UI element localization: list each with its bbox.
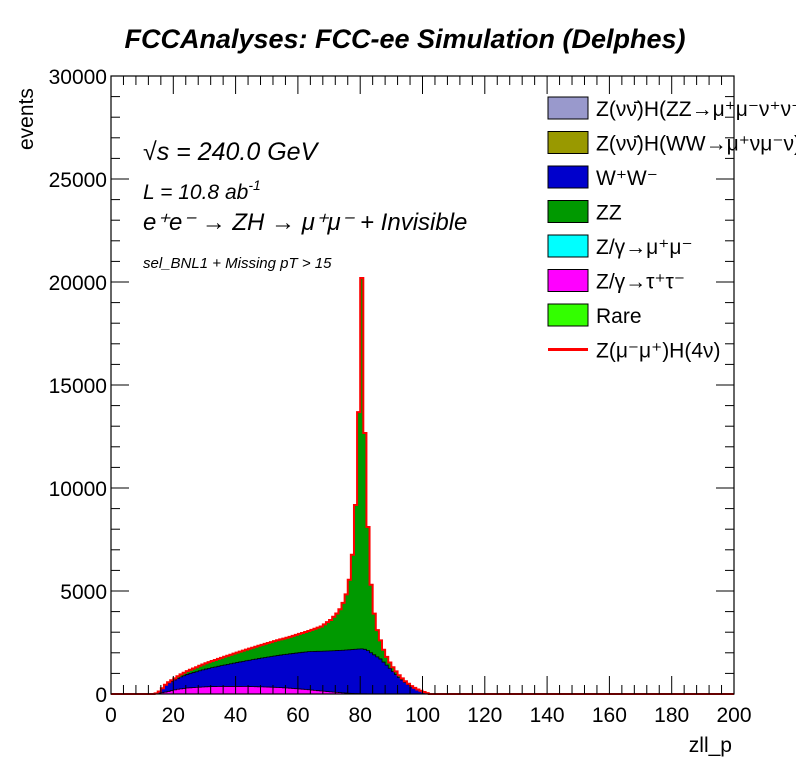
- annotation-block: √s = 240.0 GeV L = 10.8 ab-1 e⁺e⁻ → ZH →…: [143, 138, 467, 272]
- legend-label: Z/γ→τ⁺τ⁻: [596, 271, 685, 294]
- legend-swatch: [547, 234, 589, 258]
- legend-label: W⁺W⁻: [596, 167, 658, 190]
- x-axis-label: zll_p: [689, 734, 732, 757]
- x-tick-label: 120: [467, 704, 502, 727]
- x-tick-label: 80: [349, 704, 372, 727]
- y-tick-label: 5000: [60, 581, 107, 604]
- process-label: e⁺e⁻ → ZH → μ⁺μ⁻ + Invisible: [143, 209, 467, 236]
- series-W⁺W⁻-area: [142, 648, 442, 695]
- x-tick-label: 200: [716, 704, 751, 727]
- x-tick-label: 60: [286, 704, 309, 727]
- sqrt-s-value: = 240.0 GeV: [169, 138, 319, 166]
- svg-text:√s = 240.0 GeV: √s = 240.0 GeV: [143, 138, 320, 166]
- legend-label: Z/γ→μ⁺μ⁻: [596, 236, 693, 259]
- x-tick-label: 160: [592, 704, 627, 727]
- chart-title: FCCAnalyses: FCC-ee Simulation (Delphes): [124, 24, 685, 54]
- legend-swatch: [547, 165, 589, 189]
- legend-label: Z(νν̄)H(WW→μ⁺νμ⁻ν): [596, 133, 796, 156]
- series-signal-line: [111, 277, 734, 695]
- axis-ticks: 0 20 40 60 80 100 120 140 160 180 200 0 5000 10000 150…: [49, 66, 752, 727]
- legend-swatch: [547, 131, 589, 154]
- legend-swatch: [547, 96, 589, 120]
- y-tick-label: 25000: [49, 169, 107, 192]
- series-ZZ-area: [142, 277, 442, 695]
- legend-label: Rare: [596, 305, 642, 328]
- legend-swatch: [547, 200, 589, 223]
- y-tick-label: 10000: [49, 478, 107, 501]
- x-tick-label: 40: [224, 704, 247, 727]
- y-tick-label: 15000: [49, 375, 107, 398]
- legend-swatch: [547, 303, 589, 327]
- stacked-histogram: [111, 277, 734, 695]
- y-tick-label: 30000: [49, 66, 107, 89]
- x-tick-label: 20: [162, 704, 185, 727]
- legend-label: Z(νν̄)H(ZZ→μ⁺μ⁻ν⁺ν⁻): [596, 98, 796, 121]
- x-tick-label: 180: [654, 704, 689, 727]
- legend-label: Z(μ⁻μ⁺)H(4ν): [596, 340, 721, 363]
- lumi-label: L = 10.8 ab: [143, 181, 249, 204]
- lumi-exponent: -1: [248, 177, 260, 193]
- legend-label: ZZ: [596, 202, 622, 225]
- y-axis-label: events: [15, 88, 38, 150]
- svg-text:L = 10.8 ab-1: L = 10.8 ab-1: [143, 177, 261, 204]
- legend-swatch: [547, 269, 589, 292]
- x-tick-label: 0: [105, 704, 117, 727]
- selection-label: sel_BNL1 + Missing pT > 15: [143, 255, 332, 272]
- legend: Z(νν̄)H(ZZ→μ⁺μ⁻ν⁺ν⁻) Z(νν̄)H(WW→μ⁺νμ⁻ν) W⁺…: [547, 96, 796, 363]
- x-tick-label: 140: [530, 704, 565, 727]
- y-tick-label: 20000: [49, 272, 107, 295]
- x-tick-label: 100: [405, 704, 440, 727]
- y-tick-label: 0: [95, 684, 107, 707]
- sqrt-s-symbol: √s: [143, 138, 169, 166]
